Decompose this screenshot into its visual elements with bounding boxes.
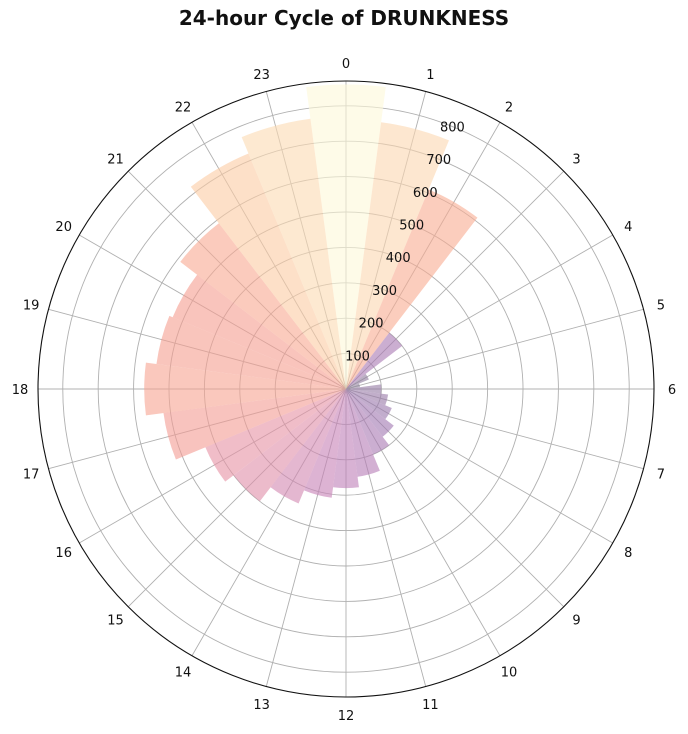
- labels-layer: 0123456789101112131415161718192021222310…: [12, 57, 676, 724]
- bar-hour-4: [346, 373, 369, 389]
- bar-hour-8: [346, 389, 392, 420]
- bar-hour-10: [346, 389, 390, 455]
- bar-hour-9: [346, 389, 394, 437]
- bars-layer: [144, 84, 478, 504]
- hour-label: 22: [175, 101, 192, 116]
- bar-hour-19: [156, 315, 346, 389]
- bar-hour-11: [346, 389, 380, 477]
- hour-label: 3: [572, 153, 580, 168]
- bar-hour-20: [172, 274, 346, 389]
- bar-hour-7: [346, 389, 389, 406]
- hour-label: 7: [657, 467, 665, 482]
- bar-hour-15: [233, 389, 346, 502]
- radial-tick-label: 800: [440, 120, 465, 135]
- bar-hour-1: [346, 122, 449, 390]
- radial-tick-label: 500: [399, 219, 424, 234]
- hour-label: 8: [624, 546, 632, 561]
- bar-hour-16: [205, 389, 346, 482]
- frame-layer: [37, 80, 655, 698]
- bar-hour-12: [333, 389, 359, 489]
- hour-label: 4: [624, 220, 632, 235]
- bar-hour-14: [270, 389, 346, 504]
- angular-gridline: [345, 388, 644, 470]
- angular-gridline: [345, 308, 644, 390]
- hour-label: 23: [253, 68, 270, 83]
- hour-label: 15: [107, 614, 124, 629]
- hour-label: 20: [55, 220, 72, 235]
- bar-hour-18: [144, 362, 346, 416]
- radial-tick-label: 600: [413, 186, 438, 201]
- hour-label: 18: [12, 383, 29, 398]
- hour-label: 1: [426, 68, 434, 83]
- hour-label: 0: [342, 57, 350, 72]
- hour-label: 2: [505, 101, 513, 116]
- bar-hour-5: [346, 383, 361, 389]
- hour-label: 19: [23, 299, 40, 314]
- hour-label: 6: [668, 383, 676, 398]
- radial-tick-label: 100: [345, 349, 370, 364]
- bar-hour-13: [304, 389, 346, 498]
- radial-tick-label: 400: [386, 251, 411, 266]
- hour-label: 13: [253, 698, 270, 713]
- bar-hour-23: [241, 118, 346, 389]
- radial-tick-label: 700: [426, 153, 451, 168]
- hour-label: 10: [501, 665, 518, 680]
- bar-hour-3: [346, 332, 403, 389]
- bar-hour-21: [180, 223, 346, 389]
- hour-label: 21: [107, 153, 124, 168]
- angular-gridline: [345, 388, 613, 544]
- bar-hour-2: [346, 189, 478, 389]
- hour-label: 9: [572, 614, 580, 629]
- hour-label: 16: [55, 546, 72, 561]
- chart-title: 24-hour Cycle of DRUNKNESS: [178, 6, 510, 30]
- radial-tick-label: 300: [372, 284, 397, 299]
- radial-tick-label: 200: [359, 317, 384, 332]
- hour-label: 5: [657, 299, 665, 314]
- hour-label: 17: [23, 467, 40, 482]
- polar-frame: [37, 80, 655, 698]
- angular-gridline: [345, 234, 613, 390]
- hour-label: 12: [338, 709, 355, 724]
- bar-hour-0: [306, 84, 386, 390]
- bar-hour-6: [346, 384, 382, 394]
- bar-hour-22: [190, 153, 346, 389]
- hour-label: 14: [175, 665, 192, 680]
- hour-label: 11: [422, 698, 439, 713]
- bar-hour-17: [163, 389, 346, 460]
